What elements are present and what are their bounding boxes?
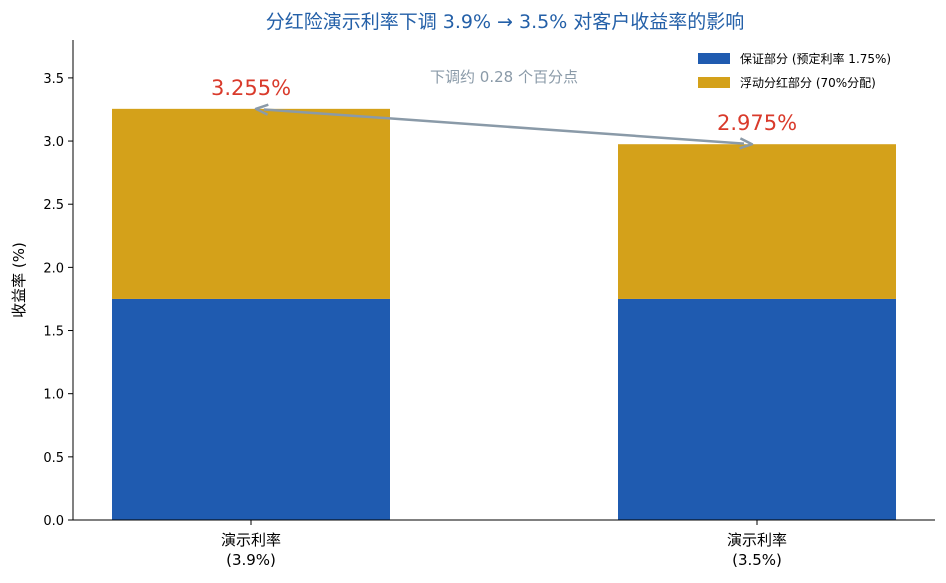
x-category-label: (3.5%) [732, 551, 782, 569]
y-tick-label: 1.0 [43, 388, 64, 403]
y-axis-ticks: 0.0 0.5 1.0 1.5 2.0 2.5 3.0 3.5 [43, 72, 73, 529]
legend-swatch [698, 77, 730, 88]
total-value-label: 2.975% [717, 111, 797, 135]
legend-label: 浮动分红部分 (70%分配) [740, 75, 876, 90]
y-tick-label: 3.5 [43, 72, 64, 87]
y-tick-label: 3.0 [43, 135, 64, 150]
bar-segment-guaranteed [618, 298, 896, 520]
arrow-head [739, 137, 754, 150]
chart-title: 分红险演示利率下调 3.9% → 3.5% 对客户收益率的影响 [266, 11, 745, 33]
change-arrow-line [263, 108, 745, 145]
bars [112, 108, 896, 520]
y-tick-label: 2.5 [43, 198, 64, 213]
y-axis-label-group: 收益率 (%) [10, 242, 28, 318]
bar-segment-guaranteed [112, 298, 390, 520]
x-category-label: 演示利率 [727, 531, 787, 549]
change-annotation: 下调约 0.28 个百分点 [430, 68, 578, 86]
x-axis-categories: 演示利率 (3.9%) 演示利率 (3.5%) [221, 520, 787, 569]
legend: 保证部分 (预定利率 1.75%) 浮动分红部分 (70%分配) [698, 51, 891, 90]
bar-segment-dividend [618, 144, 896, 299]
x-category-label: (3.9%) [226, 551, 276, 569]
y-tick-label: 0.0 [43, 514, 64, 529]
y-tick-label: 1.5 [43, 325, 64, 340]
y-tick-label: 2.0 [43, 261, 64, 276]
change-arrow [254, 103, 754, 150]
legend-swatch [698, 53, 730, 64]
bar-segment-dividend [112, 108, 390, 299]
x-category-label: 演示利率 [221, 531, 281, 549]
legend-label: 保证部分 (预定利率 1.75%) [740, 51, 891, 66]
arrow-head [254, 103, 269, 116]
y-tick-label: 0.5 [43, 451, 64, 466]
y-axis-label: 收益率 (%) [10, 242, 28, 318]
total-value-label: 3.255% [211, 76, 291, 100]
value-labels: 3.255% 2.975% [211, 76, 797, 135]
